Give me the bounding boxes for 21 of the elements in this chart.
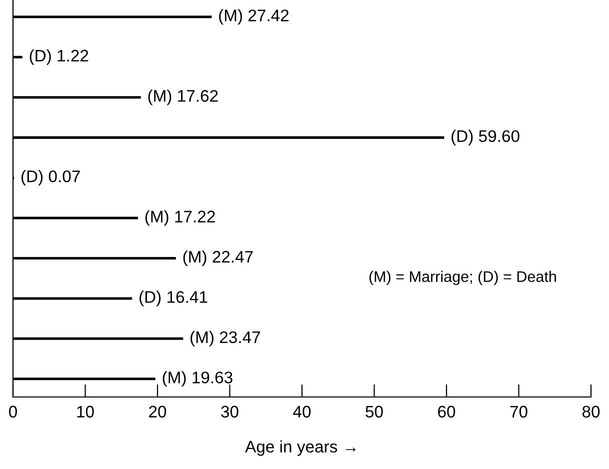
data-label: (M) 17.22: [145, 210, 215, 226]
annotation: (M) = Marriage; (D) = Death: [369, 270, 556, 286]
data-label: (D) 1.22: [30, 49, 88, 65]
data-label: (M) 27.42: [219, 9, 289, 25]
data-label: (M) 17.62: [148, 90, 218, 106]
x-axis-title: Age in years →: [245, 440, 356, 456]
data-label: (M) 23.47: [190, 330, 260, 346]
x-tick-label: 60: [438, 406, 456, 418]
data-label: (D) 0.07: [21, 170, 80, 186]
x-tick-label: 0: [9, 406, 17, 418]
x-tick-label: 30: [221, 406, 238, 418]
x-tick-label: 20: [149, 406, 166, 418]
data-label: (M) 19.63: [162, 371, 232, 387]
data-label: (M) 22.47: [183, 250, 253, 266]
x-tick-label: 10: [77, 406, 94, 418]
x-tick-label: 40: [293, 406, 311, 418]
data-label: (D) 16.41: [140, 290, 208, 306]
x-tick-label: 70: [510, 406, 528, 418]
x-tick-label: 80: [582, 406, 600, 418]
data-label: (D) 59.60: [452, 130, 520, 146]
x-tick-label: 50: [366, 406, 383, 418]
